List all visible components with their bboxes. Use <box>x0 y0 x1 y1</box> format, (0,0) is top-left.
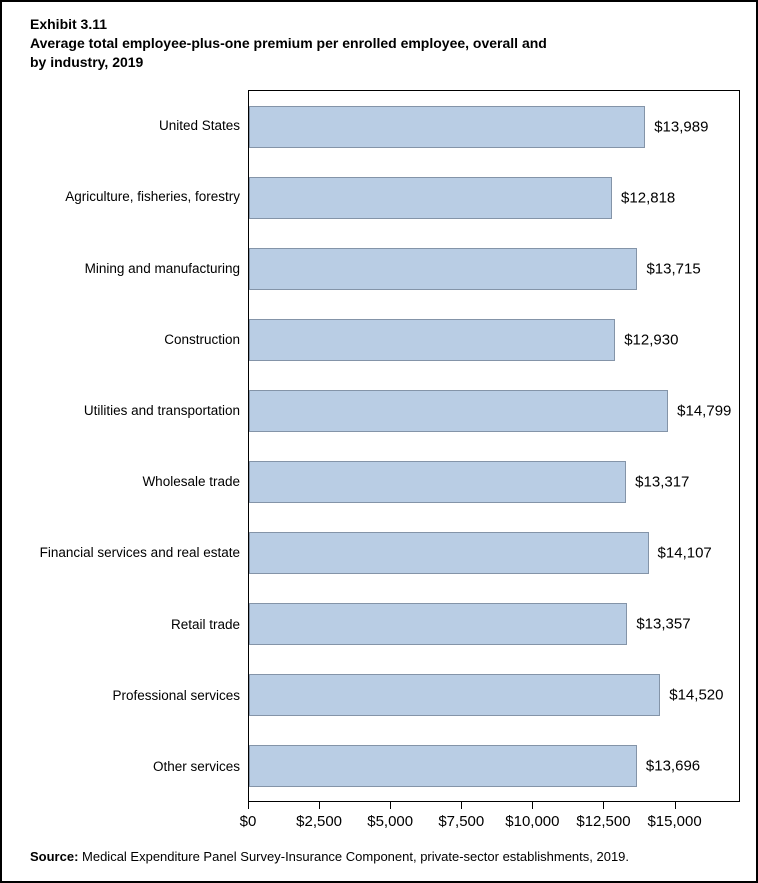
chart-title: Average total employee-plus-one premium … <box>30 35 547 70</box>
x-tick <box>248 802 249 809</box>
bar-value-label: $13,357 <box>636 615 691 632</box>
category-label: Other services <box>152 758 240 774</box>
source-label: Source: <box>30 849 79 864</box>
category-label: Mining and manufacturing <box>84 260 240 276</box>
bar-row: $13,696 <box>249 730 739 801</box>
category-label: Wholesale trade <box>142 474 240 490</box>
category-label: Financial services and real estate <box>39 545 240 561</box>
category-label: Retail trade <box>170 616 240 632</box>
bar <box>249 176 613 219</box>
bar <box>249 247 638 290</box>
bar-value-label: $14,520 <box>669 686 724 703</box>
x-tick-label: $2,500 <box>296 813 343 830</box>
bar-row: $13,357 <box>249 588 739 659</box>
x-tick <box>532 802 534 809</box>
bar <box>249 318 616 361</box>
x-tick <box>674 802 676 809</box>
x-tick-label: $5,000 <box>367 813 414 830</box>
category-label: Utilities and transportation <box>83 402 240 418</box>
category-label: United States <box>158 118 240 134</box>
x-tick <box>319 802 321 809</box>
bar-value-label: $14,799 <box>677 402 732 419</box>
x-tick-label: $15,000 <box>647 813 702 830</box>
category-label: Construction <box>164 331 240 347</box>
bar-value-label: $13,317 <box>635 473 690 490</box>
bar-row: $13,715 <box>249 233 739 304</box>
bar-row: $14,520 <box>249 659 739 730</box>
bar <box>249 602 628 645</box>
bar <box>249 673 661 716</box>
x-tick-label: $12,500 <box>576 813 631 830</box>
source-text: Medical Expenditure Panel Survey-Insuran… <box>78 849 630 864</box>
category-label: Professional services <box>112 687 240 703</box>
plot-area: $13,989 $12,818 $13,715 $12,930 $14,799 $13,3… <box>248 90 740 802</box>
bar-row: $14,107 <box>249 517 739 588</box>
x-tick-label: $0 <box>239 813 257 830</box>
x-tick-label: $7,500 <box>438 813 485 830</box>
category-labels: United States Agriculture, fisheries, for… <box>12 90 240 802</box>
bar-value-label: $13,715 <box>646 260 701 277</box>
x-tick <box>603 802 605 809</box>
bar-row: $14,799 <box>249 375 739 446</box>
bar-value-label: $13,696 <box>645 757 701 774</box>
x-tick <box>390 802 392 809</box>
source-note: Source: Medical Expenditure Panel Survey… <box>30 849 629 864</box>
bar <box>249 531 649 574</box>
bar <box>249 460 627 503</box>
category-label: Agriculture, fisheries, forestry <box>65 189 240 205</box>
bar-value-label: $14,107 <box>657 544 712 561</box>
exhibit-label: Exhibit 3.11 <box>30 16 108 32</box>
bar-value-label: $12,818 <box>621 189 676 206</box>
bar-value-label: $12,930 <box>624 331 679 348</box>
bar-row: $12,818 <box>249 162 739 233</box>
bar <box>249 105 646 148</box>
bar <box>249 389 669 432</box>
bar <box>249 744 637 787</box>
x-axis-ticks <box>248 802 740 810</box>
bar-row: $13,989 <box>249 91 739 162</box>
x-tick <box>461 802 463 809</box>
bar-value-label: $13,989 <box>654 118 709 135</box>
bar-row: $13,317 <box>249 446 739 517</box>
bar-row: $12,930 <box>249 304 739 375</box>
x-tick-label: $10,000 <box>505 813 560 830</box>
title-block: Exhibit 3.11 Average total employee-plus… <box>30 15 690 72</box>
x-axis-tick-labels: $0 $2,500 $5,000 $7,500 $10,000 $12,500 $15,00… <box>240 813 740 835</box>
